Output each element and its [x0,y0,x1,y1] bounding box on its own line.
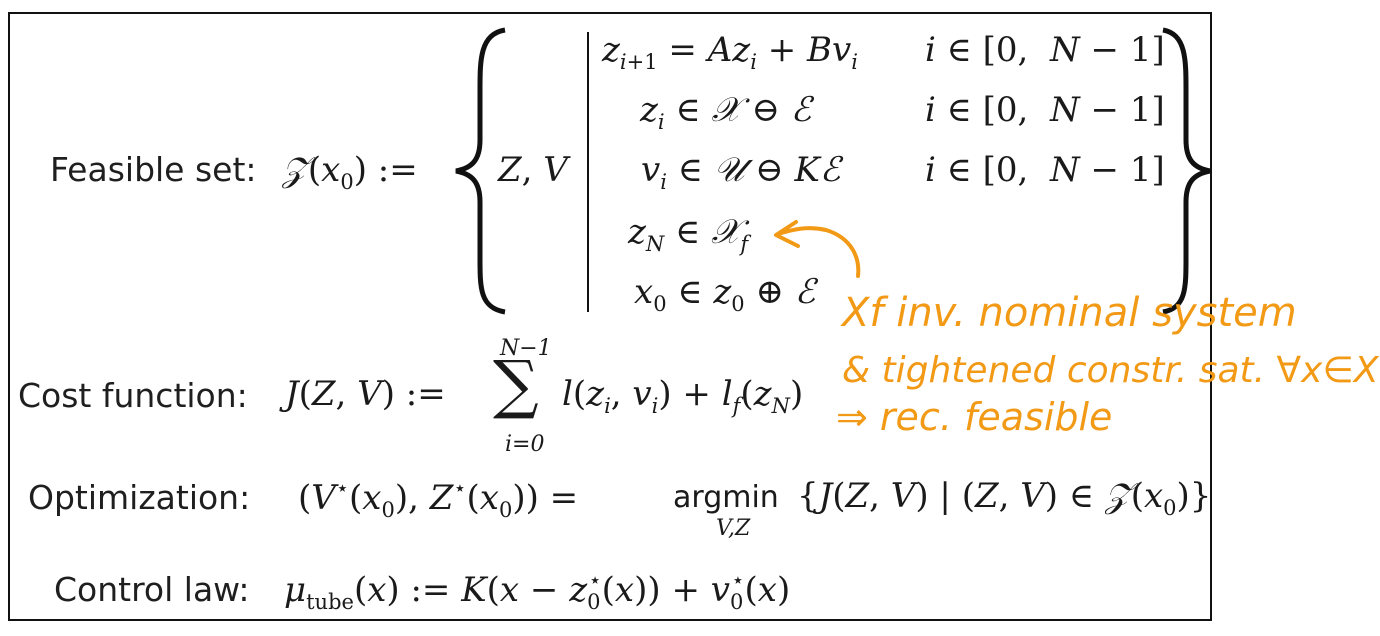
left-brace [455,27,506,315]
cost-rhs: l(zi, vi) + lf(zN) [562,374,804,418]
sum-symbol: ∑ [493,348,539,422]
cost-lhs: J(Z, V) := [285,374,446,414]
label-optimization: Optimization: [28,478,251,517]
constraint-range-1: i ∈ [0, N − 1] [925,30,1165,70]
sum-lower-limit: i=0 [505,432,545,457]
constraint-input: vi ∈ 𝒰 ⊖ Kℰ [641,150,841,194]
sum-upper-limit: N−1 [500,336,552,361]
label-feasible-set: Feasible set: [50,150,257,189]
control-law-expr: μtube(x) := K(x − z0⋆(x)) + v0⋆(x) [284,568,791,614]
optimization-lhs: (V⋆(x0), Z⋆(x0)) = [298,476,579,522]
argmin-subscript: V,Z [716,516,751,541]
optimization-rhs: {J(Z, V) | (Z, V) ∈ 𝒵(x0)} [797,476,1212,520]
constraint-dynamics: zi+1 = Azi + Bvi [602,30,858,74]
constraint-range-3: i ∈ [0, N − 1] [925,150,1165,190]
constraint-initial: x0 ∈ z0 ⊕ ℰ [634,272,816,316]
label-cost-function: Cost function: [18,376,248,415]
slide-frame [8,12,1212,621]
right-brace [1162,27,1211,315]
feasible-set-vars: Z, V [498,150,568,190]
label-control-law: Control law: [54,570,250,609]
feasible-set-lhs: 𝒵(x0) := [282,150,418,194]
constraint-terminal: zN ∈ 𝒳f [628,212,749,256]
argmin-operator: argmin [673,480,779,515]
constraint-state: zi ∈ 𝒳 ⊖ ℰ [640,90,812,134]
constraint-range-2: i ∈ [0, N − 1] [925,90,1165,130]
